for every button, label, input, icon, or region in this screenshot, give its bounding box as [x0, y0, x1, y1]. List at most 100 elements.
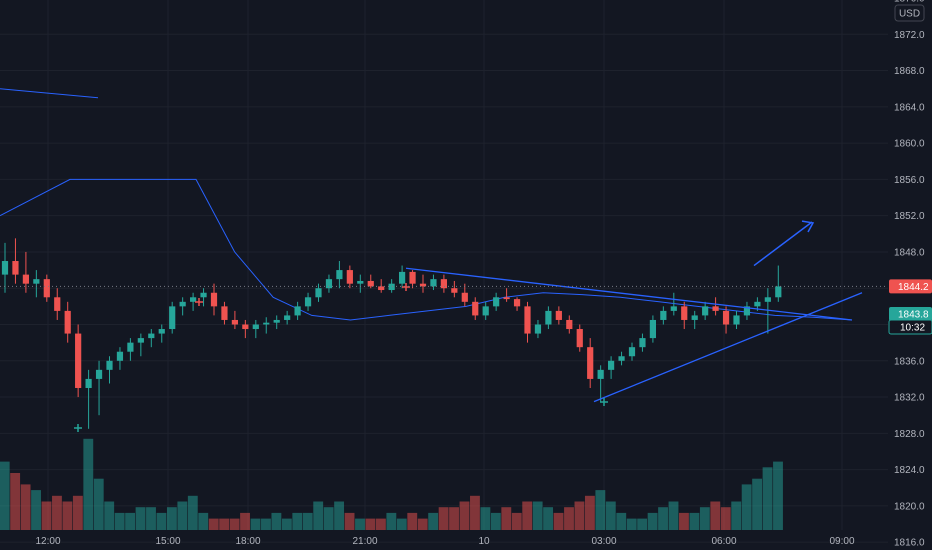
volume-bar: [198, 512, 209, 530]
candle-body: [357, 280, 364, 284]
volume-bar: [166, 507, 177, 530]
candle-body: [137, 338, 144, 343]
candle-body: [691, 315, 698, 320]
candle-body: [346, 270, 353, 284]
volume-bar: [522, 501, 533, 530]
candle-body: [576, 329, 583, 348]
volume-bar: [532, 501, 543, 530]
volume-bar: [396, 518, 407, 530]
candle-body: [158, 329, 165, 334]
candle-body: [106, 360, 113, 370]
volume-bar: [83, 438, 94, 530]
candle-body: [545, 310, 552, 325]
volume-bar: [271, 512, 282, 530]
volume-bar: [752, 478, 763, 530]
volume-bar: [187, 495, 198, 530]
candle-body: [242, 324, 249, 330]
trend-drawings: [0, 220, 888, 432]
y-tick-label: 1860.0: [894, 139, 925, 150]
volume-bar: [156, 512, 167, 530]
candle-body: [263, 322, 270, 325]
candle-body: [221, 306, 228, 320]
volume-bar: [104, 501, 115, 530]
candle-body: [493, 297, 500, 307]
volume-bar: [229, 518, 240, 530]
volume-bar: [689, 512, 700, 530]
volume-bar: [31, 490, 41, 530]
volume-bar: [605, 501, 616, 530]
volume-bar: [595, 490, 606, 530]
candle-body: [43, 279, 50, 298]
candle-body: [451, 288, 458, 293]
volume-bar: [710, 501, 721, 530]
buy-marker: [74, 424, 82, 432]
candle-body: [419, 283, 427, 287]
volume-bar: [62, 501, 73, 530]
projection-arrow: [753, 221, 813, 267]
candle-body: [440, 279, 447, 289]
x-tick-label: 21:00: [352, 536, 377, 547]
resistance-trendline: [405, 267, 853, 321]
candle-body: [430, 279, 437, 287]
candle-body: [754, 301, 761, 307]
candle-body: [252, 324, 259, 330]
x-tick-label: 15:00: [155, 536, 180, 547]
x-tick-label: 03:00: [591, 536, 616, 547]
volume-bar: [20, 484, 31, 530]
candle-body: [148, 333, 155, 339]
countdown-bg: [888, 319, 932, 335]
currency-badge[interactable]: USD: [894, 4, 925, 22]
bid-price-badge: 1843.8: [898, 310, 929, 321]
volume-bar: [417, 518, 428, 530]
candle-body: [64, 310, 71, 334]
volume-bar: [261, 518, 271, 530]
volume-bar: [626, 518, 637, 530]
volume-bar: [668, 501, 679, 530]
volume-bar: [762, 467, 773, 530]
candle-body: [127, 342, 134, 352]
volume-bars: [0, 438, 783, 530]
volume-bar: [344, 512, 355, 530]
candle-body: [628, 347, 636, 357]
volume-bar: [438, 507, 449, 530]
candle-body: [743, 306, 751, 316]
volume-bar: [407, 512, 418, 530]
volume-bar: [501, 507, 512, 530]
volume-bar: [679, 512, 689, 530]
volume-bar: [584, 495, 595, 530]
volume-bar: [292, 512, 303, 530]
price-badges: 1844.2 1843.8 10:32: [888, 279, 932, 335]
candle-body: [179, 301, 186, 307]
grid-lines: [0, 0, 888, 543]
volume-bar: [323, 507, 334, 530]
volume-bar: [240, 512, 250, 530]
bid-price-badge-bg: [889, 307, 932, 321]
volume-bar: [146, 507, 156, 530]
time-axis[interactable]: 12:00 15:00 18:00 21:00 10 03:00 06:00 09:00: [35, 536, 854, 547]
candle-body: [597, 369, 604, 379]
candle-body: [764, 297, 771, 302]
x-tick-label: 06:00: [711, 536, 736, 547]
candle-body: [712, 306, 719, 311]
candle-body: [503, 297, 510, 300]
y-tick-label: 1868.0: [894, 66, 925, 77]
volume-bar: [553, 512, 564, 530]
candle-body: [95, 369, 103, 379]
candle-body: [566, 319, 573, 330]
volume-bar: [480, 507, 491, 530]
candle-body: [22, 274, 29, 284]
volume-bar: [720, 507, 731, 530]
volume-bar: [449, 507, 459, 530]
candle-body: [273, 319, 280, 323]
volume-bar: [773, 461, 783, 530]
candle-body: [702, 306, 709, 316]
volume-bar: [52, 495, 62, 530]
y-tick-label: 1864.0: [894, 102, 925, 113]
price-axis[interactable]: 1816.01820.01824.01828.01832.01836.01840…: [894, 0, 925, 549]
y-tick-label: 1876.0: [894, 0, 925, 4]
volume-bar: [731, 501, 742, 530]
y-tick-label: 1852.0: [894, 211, 925, 222]
candle-body: [304, 297, 312, 307]
volume-bar: [41, 501, 52, 530]
